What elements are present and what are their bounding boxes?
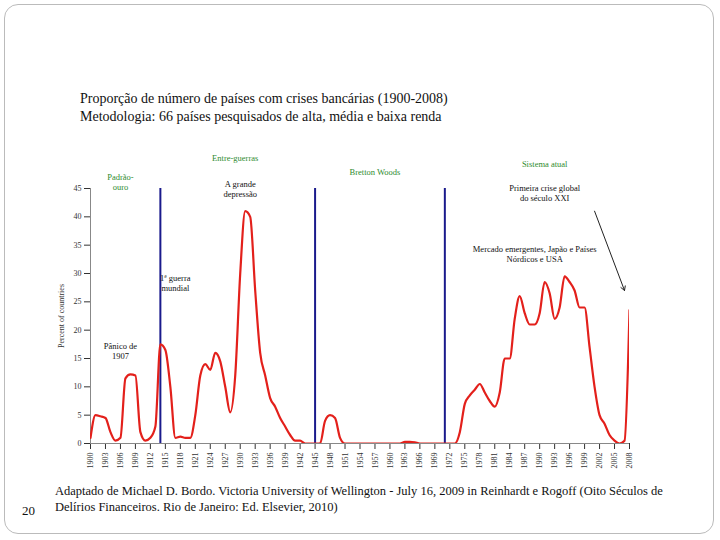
svg-text:1948: 1948	[326, 453, 335, 469]
svg-text:1984: 1984	[505, 453, 514, 469]
svg-text:1936: 1936	[266, 453, 275, 469]
svg-text:1933: 1933	[251, 453, 260, 469]
svg-text:1996: 1996	[565, 453, 574, 469]
html-text:Adaptado de Michael D. Bordo.: Adaptado de Michael D. Bordo. Victoria U…	[55, 484, 663, 514]
html-text:Proporção de número de países: Proporção de número de países com crises…	[80, 91, 448, 106]
svg-text:1993: 1993	[550, 453, 559, 469]
svg-text:2005: 2005	[610, 453, 619, 469]
svg-text:1909: 1909	[131, 453, 140, 469]
svg-text:1906: 1906	[116, 453, 125, 469]
html-text:20: 20	[22, 503, 35, 518]
svg-text:1927: 1927	[221, 453, 230, 469]
svg-text:A grandedepressão: A grandedepressão	[223, 179, 257, 199]
svg-text:Entre-guerras: Entre-guerras	[212, 153, 258, 163]
svg-text:40: 40	[74, 212, 82, 221]
svg-text:1957: 1957	[371, 453, 380, 469]
svg-text:1951: 1951	[341, 453, 350, 469]
svg-text:1945: 1945	[311, 453, 320, 469]
svg-text:35: 35	[74, 241, 82, 250]
svg-text:1912: 1912	[146, 453, 155, 469]
html-text:Metodologia: 66 países pesquis: Metodologia: 66 países pesquisados de al…	[80, 109, 442, 124]
svg-text:Primeira crise globaldo século: Primeira crise globaldo século XXI	[509, 183, 580, 203]
svg-text:1942: 1942	[296, 453, 305, 469]
svg-text:1915: 1915	[161, 453, 170, 469]
svg-text:1939: 1939	[281, 453, 290, 469]
svg-text:Pânico de1907: Pânico de1907	[104, 341, 138, 361]
svg-text:Mercado emergentes, Japão e Pa: Mercado emergentes, Japão e PaísesNórdic…	[473, 244, 597, 264]
svg-text:1981: 1981	[490, 453, 499, 469]
svg-text:20: 20	[74, 326, 82, 335]
svg-text:0: 0	[78, 439, 82, 448]
svg-text:1972: 1972	[445, 453, 454, 469]
svg-text:15: 15	[74, 354, 82, 363]
svg-text:1990: 1990	[535, 453, 544, 469]
svg-text:1969: 1969	[430, 453, 439, 469]
svg-text:10: 10	[74, 382, 82, 391]
svg-text:1966: 1966	[415, 453, 424, 469]
svg-text:Percent of countries: Percent of countries	[57, 284, 66, 348]
svg-text:1978: 1978	[475, 453, 484, 469]
svg-text:1924: 1924	[206, 453, 215, 469]
svg-text:1921: 1921	[191, 453, 200, 469]
svg-text:1900: 1900	[86, 453, 95, 469]
svg-text:1963: 1963	[400, 453, 409, 469]
svg-text:45: 45	[74, 184, 82, 193]
svg-text:2008: 2008	[625, 453, 634, 469]
svg-text:30: 30	[74, 269, 82, 278]
svg-text:Bretton Woods: Bretton Woods	[350, 167, 401, 177]
svg-text:5: 5	[78, 411, 82, 420]
svg-text:1903: 1903	[101, 453, 110, 469]
svg-text:1960: 1960	[386, 453, 395, 469]
svg-text:1ª guerramundial: 1ª guerramundial	[160, 273, 191, 293]
svg-text:1987: 1987	[520, 453, 529, 469]
svg-text:25: 25	[74, 297, 82, 306]
svg-text:1999: 1999	[580, 453, 589, 469]
svg-text:Padrão-ouro: Padrão-ouro	[107, 172, 134, 192]
svg-text:Sistema atual: Sistema atual	[522, 159, 568, 169]
svg-text:2002: 2002	[595, 453, 604, 469]
svg-text:1918: 1918	[176, 453, 185, 469]
svg-text:1954: 1954	[356, 453, 365, 469]
svg-text:1975: 1975	[460, 453, 469, 469]
svg-text:1930: 1930	[236, 453, 245, 469]
